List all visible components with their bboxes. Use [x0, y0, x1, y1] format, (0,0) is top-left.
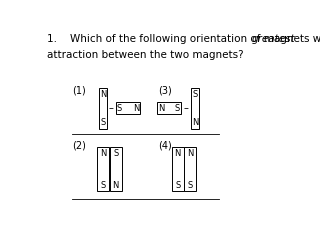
Text: –: – — [184, 103, 188, 113]
Text: N: N — [112, 180, 119, 190]
FancyBboxPatch shape — [156, 102, 181, 114]
Text: S: S — [188, 180, 193, 190]
Text: S: S — [192, 90, 198, 99]
FancyBboxPatch shape — [191, 88, 199, 129]
FancyBboxPatch shape — [116, 102, 140, 114]
FancyBboxPatch shape — [172, 147, 184, 192]
Text: S: S — [113, 149, 118, 158]
Text: greatest: greatest — [252, 34, 296, 44]
Text: S: S — [175, 180, 180, 190]
Text: N: N — [100, 149, 107, 158]
Text: N: N — [133, 104, 139, 113]
Text: –: – — [109, 103, 114, 113]
Text: (3): (3) — [158, 85, 172, 95]
Text: 1.    Which of the following orientation of magnets would result in the: 1. Which of the following orientation of… — [47, 34, 320, 44]
Text: N: N — [174, 149, 181, 158]
Text: (1): (1) — [72, 85, 86, 95]
Text: N: N — [187, 149, 193, 158]
Text: attraction between the two magnets?: attraction between the two magnets? — [47, 50, 244, 60]
Text: N: N — [192, 118, 198, 127]
Text: (2): (2) — [72, 141, 86, 151]
FancyBboxPatch shape — [97, 147, 109, 192]
FancyBboxPatch shape — [184, 147, 196, 192]
Text: S: S — [100, 118, 106, 127]
FancyBboxPatch shape — [110, 147, 122, 192]
Text: N: N — [100, 90, 107, 99]
Text: (4): (4) — [158, 141, 172, 151]
Text: N: N — [158, 104, 164, 113]
Text: S: S — [100, 180, 106, 190]
Text: S: S — [175, 104, 180, 113]
Text: S: S — [117, 104, 122, 113]
FancyBboxPatch shape — [99, 88, 107, 129]
